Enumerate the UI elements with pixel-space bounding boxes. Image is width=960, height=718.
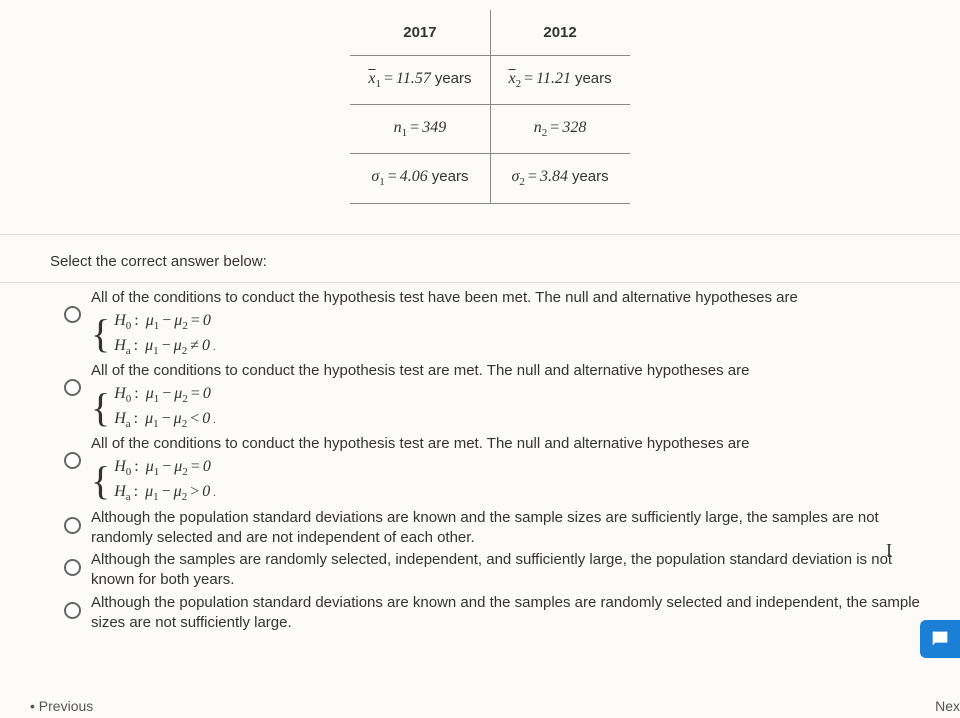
answer-option[interactable]: All of the conditions to conduct the hyp… (64, 433, 930, 506)
summary-table: 2017 2012 x1=11.57 years x2=11.21 years … (350, 10, 629, 204)
option-body: Although the samples are randomly select… (91, 550, 930, 591)
option-body: All of the conditions to conduct the hyp… (91, 361, 930, 432)
footer-nav: Previous Nex (30, 698, 960, 714)
next-link[interactable]: Nex (935, 698, 960, 714)
table-header: 2012 (490, 10, 630, 56)
question-prompt: Select the correct answer below: (50, 253, 930, 270)
null-hypothesis: H0: μ1−μ2=0 (114, 383, 219, 407)
table-cell: σ1=4.06 years (350, 154, 490, 203)
option-body: All of the conditions to conduct the hyp… (91, 288, 930, 359)
table-header: 2017 (350, 10, 490, 56)
option-lead: Although the population standard deviati… (91, 508, 930, 549)
answer-option[interactable]: Although the samples are randomly select… (64, 549, 930, 592)
option-body: Although the population standard deviati… (91, 593, 930, 634)
radio-icon[interactable] (64, 379, 81, 396)
option-body: Although the population standard deviati… (91, 508, 930, 549)
table-cell: x2=11.21 years (490, 56, 630, 105)
option-lead: All of the conditions to conduct the hyp… (91, 288, 930, 308)
answer-options: All of the conditions to conduct the hyp… (50, 287, 930, 634)
question-page: 2017 2012 x1=11.57 years x2=11.21 years … (0, 0, 960, 718)
answer-option[interactable]: All of the conditions to conduct the hyp… (64, 360, 930, 433)
brace-icon: { (91, 392, 110, 424)
radio-icon[interactable] (64, 306, 81, 323)
option-lead: All of the conditions to conduct the hyp… (91, 361, 930, 381)
brace-icon: { (91, 465, 110, 497)
divider (0, 234, 960, 235)
option-lead: All of the conditions to conduct the hyp… (91, 434, 930, 454)
table-cell: n1=349 (350, 105, 490, 154)
radio-icon[interactable] (64, 602, 81, 619)
radio-icon[interactable] (64, 517, 81, 534)
text-cursor-icon: I (886, 540, 892, 561)
previous-link[interactable]: Previous (30, 698, 93, 714)
hypothesis-block: { H0: μ1−μ2=0 Ha: μ1−μ2>0. (91, 456, 930, 505)
option-body: All of the conditions to conduct the hyp… (91, 434, 930, 505)
chat-button[interactable] (920, 620, 960, 658)
table-cell: x1=11.57 years (350, 56, 490, 105)
answer-option[interactable]: Although the population standard deviati… (64, 592, 930, 635)
null-hypothesis: H0: μ1−μ2=0 (114, 310, 218, 334)
divider (0, 282, 960, 283)
null-hypothesis: H0: μ1−μ2=0 (114, 456, 219, 480)
radio-icon[interactable] (64, 559, 81, 576)
answer-option[interactable]: Although the population standard deviati… (64, 507, 930, 550)
hypothesis-block: { H0: μ1−μ2=0 Ha: μ1−μ2<0. (91, 383, 930, 432)
option-lead: Although the population standard deviati… (91, 593, 930, 634)
hypothesis-block: { H0: μ1−μ2=0 Ha: μ1−μ2≠0. (91, 310, 930, 359)
chat-icon (929, 628, 951, 650)
alt-hypothesis: Ha: μ1−μ2≠0. (114, 335, 218, 359)
radio-icon[interactable] (64, 452, 81, 469)
table-cell: σ2=3.84 years (490, 154, 630, 203)
brace-icon: { (91, 318, 110, 350)
table-cell: n2=328 (490, 105, 630, 154)
answer-option[interactable]: All of the conditions to conduct the hyp… (64, 287, 930, 360)
alt-hypothesis: Ha: μ1−μ2>0. (114, 481, 219, 505)
option-lead: Although the samples are randomly select… (91, 550, 930, 591)
alt-hypothesis: Ha: μ1−μ2<0. (114, 408, 219, 432)
